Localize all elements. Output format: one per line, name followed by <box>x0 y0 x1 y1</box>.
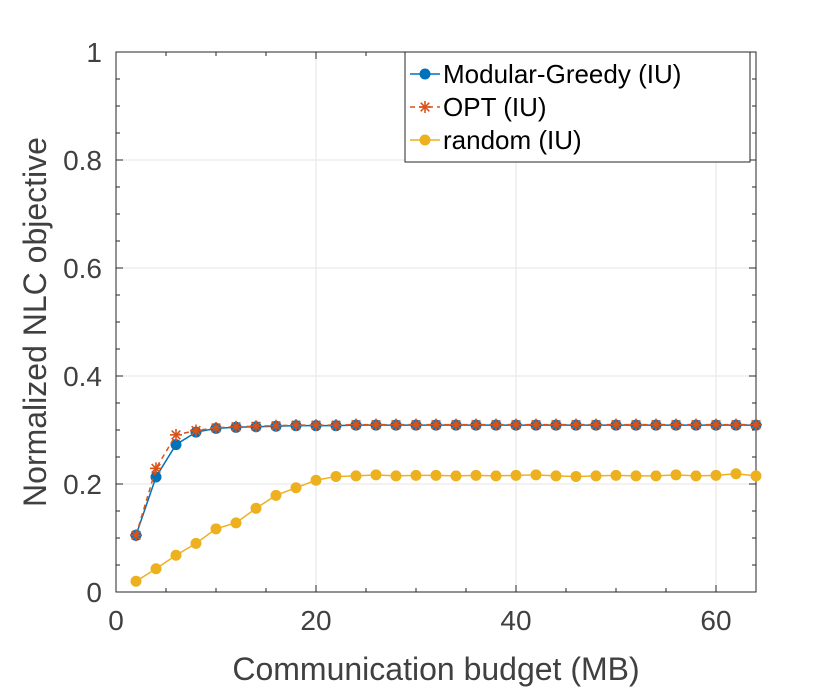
point-opt-iu <box>250 420 262 433</box>
y-tick-label: 0 <box>86 577 102 608</box>
point-opt-iu <box>270 419 282 432</box>
point-random-iu <box>150 563 162 575</box>
point-opt-iu <box>610 418 622 431</box>
point-opt-iu <box>170 428 182 441</box>
point-random-iu <box>230 517 242 529</box>
point-random-iu <box>570 470 582 482</box>
point-random-iu <box>530 469 542 481</box>
point-opt-iu <box>430 418 442 431</box>
point-random-iu <box>710 469 722 481</box>
legend-box <box>404 51 751 163</box>
point-random-iu <box>410 469 422 481</box>
legend-label-opt: OPT (IU) <box>443 92 547 122</box>
point-opt-iu <box>690 418 702 431</box>
point-opt-iu <box>470 418 482 431</box>
point-random-iu <box>690 470 702 482</box>
x-tick-label: 20 <box>300 605 331 636</box>
point-opt-iu <box>490 418 502 431</box>
point-random-iu <box>430 469 442 481</box>
point-opt-iu <box>370 418 382 431</box>
point-opt-iu <box>670 418 682 431</box>
x-tick-label: 60 <box>700 605 731 636</box>
legend-marker-modular-greedy-iu <box>419 68 431 80</box>
point-random-iu <box>550 470 562 482</box>
point-random-iu <box>390 470 402 482</box>
y-tick-label: 0.4 <box>63 361 102 392</box>
point-opt-iu <box>450 418 462 431</box>
point-opt-iu <box>710 418 722 431</box>
point-random-iu <box>370 469 382 481</box>
point-opt-iu <box>310 419 322 432</box>
point-random-iu <box>290 482 302 494</box>
point-random-iu <box>510 469 522 481</box>
point-random-iu <box>750 470 762 482</box>
point-opt-iu <box>210 421 222 434</box>
point-opt-iu <box>570 418 582 431</box>
point-opt-iu <box>590 418 602 431</box>
legend-marker-random-iu <box>419 134 431 146</box>
point-opt-iu <box>650 418 662 431</box>
point-opt-iu <box>330 419 342 432</box>
legend-label-random: random (IU) <box>443 125 582 155</box>
y-tick-label: 0.8 <box>63 145 102 176</box>
point-opt-iu <box>230 420 242 433</box>
point-random-iu <box>670 469 682 481</box>
point-opt-iu <box>550 418 562 431</box>
point-opt-iu <box>290 419 302 432</box>
point-random-iu <box>250 502 262 514</box>
y-axis-ticks: 0 0.2 0.4 0.6 0.8 1 <box>63 37 756 608</box>
point-random-iu <box>730 468 742 480</box>
point-random-iu <box>650 470 662 482</box>
point-opt-iu <box>150 462 162 475</box>
x-axis-label: Communication budget (MB) <box>232 651 639 687</box>
legend-entry-random: random (IU) <box>410 125 582 155</box>
point-opt-iu <box>410 418 422 431</box>
series-random-iu <box>130 468 762 587</box>
y-axis-label: Normalized NLC objective <box>17 137 53 507</box>
point-opt-iu <box>630 418 642 431</box>
point-opt-iu <box>730 418 742 431</box>
point-random-iu <box>210 523 222 535</box>
point-opt-iu <box>190 424 202 437</box>
legend-marker-opt-iu <box>419 101 431 113</box>
x-tick-label: 0 <box>108 605 124 636</box>
series-group <box>130 418 762 587</box>
point-random-iu <box>350 470 362 482</box>
point-opt-iu <box>130 529 142 542</box>
y-tick-label: 0.2 <box>63 469 102 500</box>
point-opt-iu <box>750 418 762 431</box>
point-random-iu <box>450 470 462 482</box>
point-random-iu <box>130 575 142 587</box>
point-random-iu <box>270 489 282 501</box>
point-random-iu <box>590 470 602 482</box>
legend: Modular-Greedy (IU) OPT (IU) random (IU) <box>404 51 751 163</box>
point-random-iu <box>630 470 642 482</box>
legend-entry-modular-greedy: Modular-Greedy (IU) <box>410 59 681 89</box>
point-random-iu <box>170 549 182 561</box>
point-opt-iu <box>390 418 402 431</box>
y-tick-label: 0.6 <box>63 253 102 284</box>
point-random-iu <box>190 537 202 549</box>
point-random-iu <box>470 469 482 481</box>
point-opt-iu <box>530 418 542 431</box>
point-random-iu <box>310 474 322 486</box>
point-random-iu <box>490 470 502 482</box>
point-opt-iu <box>350 418 362 431</box>
x-tick-label: 40 <box>500 605 531 636</box>
y-tick-label: 1 <box>86 37 102 68</box>
legend-entry-opt: OPT (IU) <box>410 92 547 122</box>
legend-label-modular-greedy: Modular-Greedy (IU) <box>443 59 681 89</box>
point-opt-iu <box>510 418 522 431</box>
point-random-iu <box>610 469 622 481</box>
point-random-iu <box>330 470 342 482</box>
x-axis-ticks: 0 20 40 60 <box>108 52 732 636</box>
series-opt-iu <box>130 418 762 542</box>
